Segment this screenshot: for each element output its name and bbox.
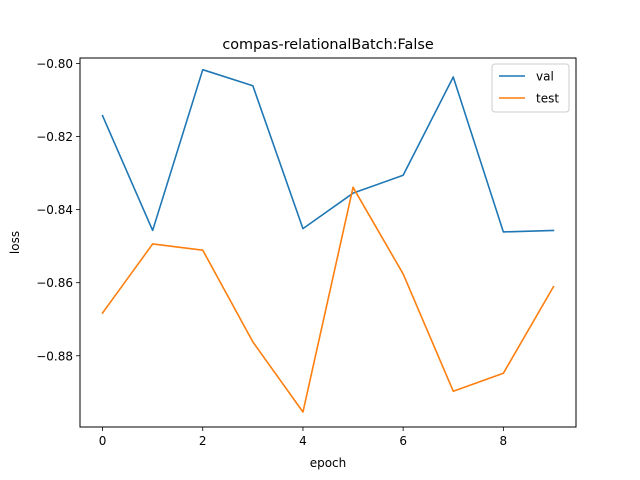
legend-label-test: test bbox=[536, 92, 559, 106]
y-tick-label: −0.80 bbox=[36, 57, 73, 71]
x-axis-label: epoch bbox=[310, 456, 347, 470]
series-line-val bbox=[101, 68, 555, 233]
axes-frame bbox=[79, 57, 577, 428]
y-tick-label: −0.88 bbox=[36, 349, 73, 363]
chart-title: compas-relationalBatch:False bbox=[222, 37, 434, 53]
x-axis: 0 2 4 6 8 bbox=[99, 427, 507, 448]
y-tick-label: −0.84 bbox=[36, 203, 73, 217]
x-tick-label: 8 bbox=[500, 434, 508, 448]
x-tick-label: 4 bbox=[299, 434, 307, 448]
series-line-test bbox=[101, 186, 555, 413]
x-tick-label: 0 bbox=[99, 434, 107, 448]
legend-label-val: val bbox=[536, 70, 554, 84]
x-tick-label: 2 bbox=[199, 434, 207, 448]
plot-area bbox=[101, 68, 555, 413]
y-tick-label: −0.86 bbox=[36, 276, 73, 290]
y-axis-label: loss bbox=[8, 231, 22, 254]
x-tick-label: 6 bbox=[399, 434, 407, 448]
y-axis: −0.88 −0.86 −0.84 −0.82 −0.80 bbox=[36, 57, 80, 363]
y-tick-label: −0.82 bbox=[36, 130, 73, 144]
legend: val test bbox=[491, 63, 570, 113]
